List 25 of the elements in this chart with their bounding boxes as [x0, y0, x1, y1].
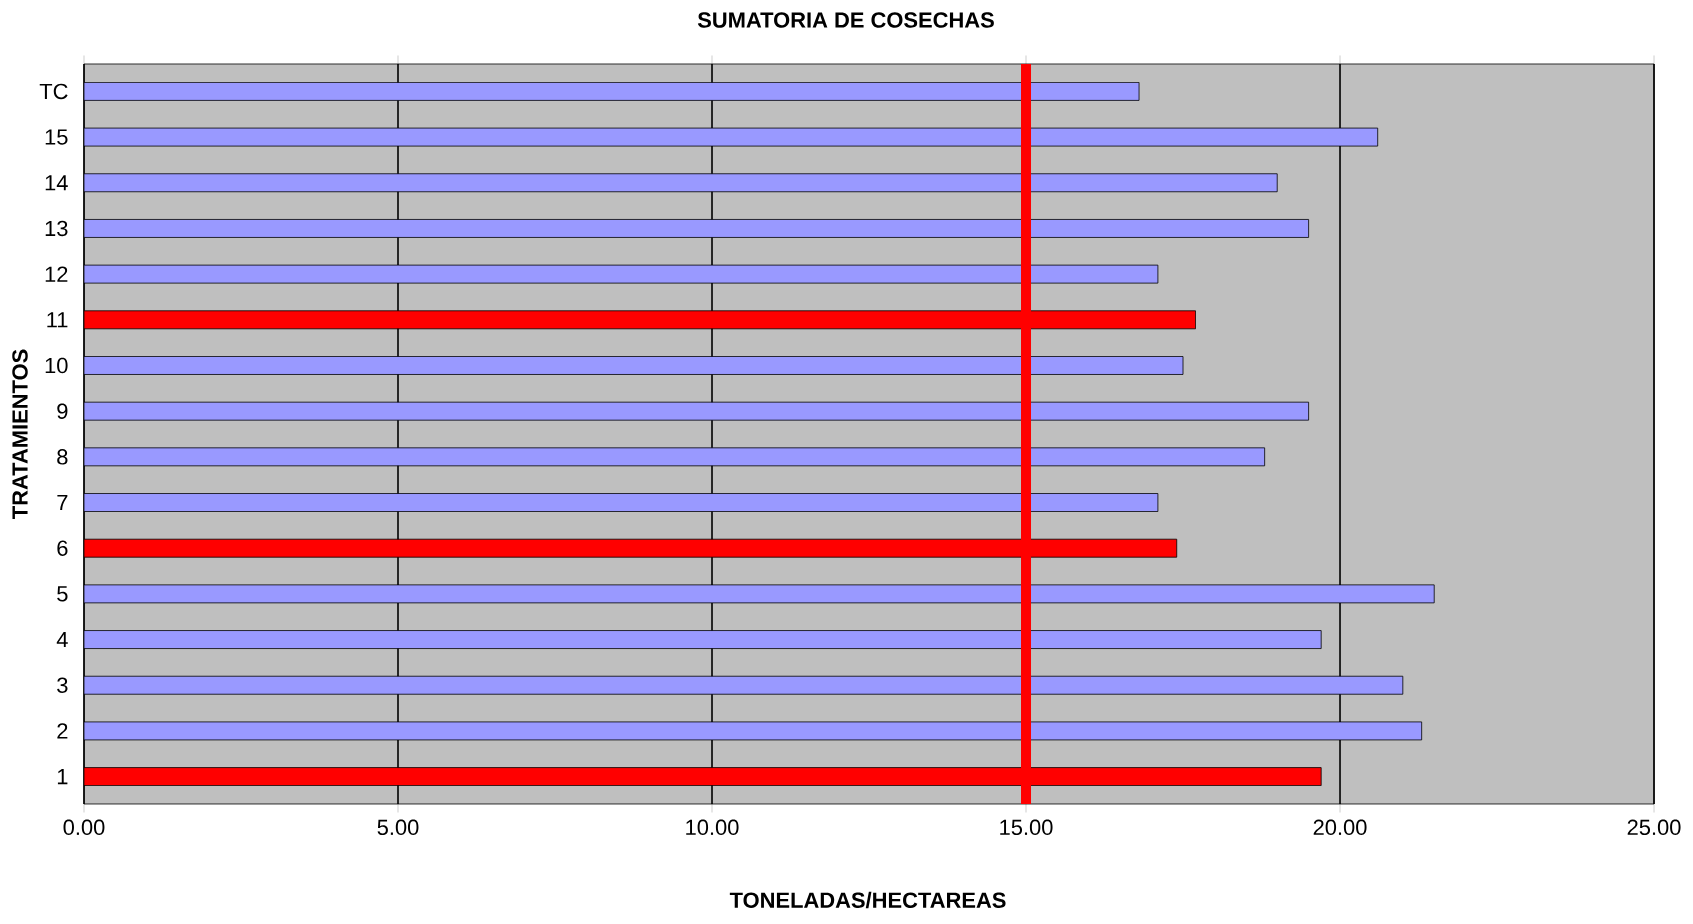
y-tick-label: 7	[57, 494, 68, 511]
y-tick-label: 5	[57, 586, 68, 602]
y-tick-label: 12	[45, 266, 68, 282]
x-tick-label: 0.00	[63, 819, 105, 836]
y-tick-label: 10	[45, 357, 68, 374]
y-tick-label: 14	[45, 175, 68, 191]
chart-title: SUMATORIA DE COSECHAS	[697, 12, 994, 28]
y-tick-label: 11	[47, 312, 68, 328]
y-tick-label: 15	[45, 129, 68, 145]
x-tick-label: 15.00	[1000, 819, 1053, 836]
y-tick-label: 9	[57, 403, 68, 419]
y-tick-label: 4	[56, 632, 68, 648]
y-tick-label: 13	[45, 220, 68, 237]
x-tick-label: 20.00	[1313, 819, 1367, 836]
x-tick-label: 10.00	[686, 819, 739, 836]
x-tick-label: 25.00	[1627, 819, 1681, 836]
x-axis-title: TONELADAS/HECTAREAS	[729, 891, 1006, 909]
y-tick-label: TC	[39, 83, 68, 100]
y-tick-label: 3	[57, 677, 68, 693]
y-tick-label: 6	[57, 540, 68, 556]
y-tick-label: 8	[57, 449, 68, 465]
y-tick-label: 2	[57, 723, 68, 739]
y-axis-title: TRATAMIENTOS	[12, 349, 28, 519]
x-tick-label: 5.00	[377, 819, 419, 836]
y-tick-label: 1	[57, 769, 68, 785]
